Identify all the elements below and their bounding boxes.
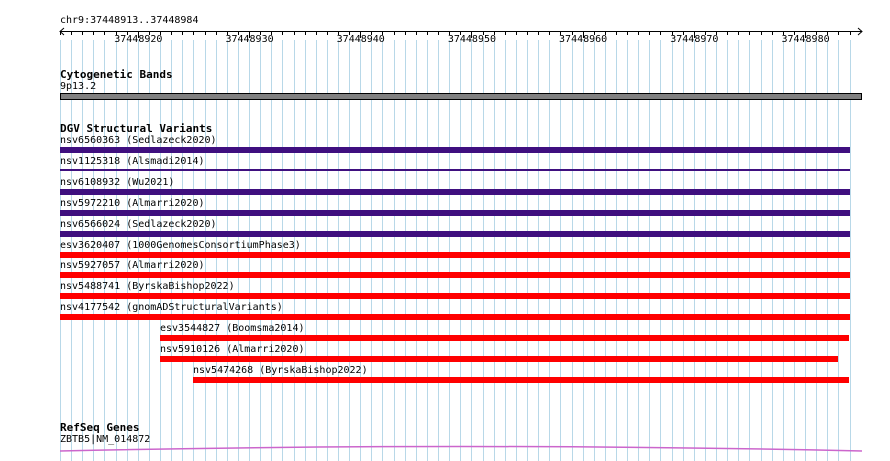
dgv-feature-bar[interactable]	[60, 252, 850, 258]
refseq-track-title[interactable]: RefSeq Genes	[60, 421, 140, 434]
dgv-feature-bar[interactable]	[160, 335, 849, 341]
locus-label: chr9:37448913..37448984	[60, 15, 199, 26]
ruler[interactable]	[0, 26, 890, 40]
cytoband-track-title[interactable]: Cytogenetic Bands	[60, 68, 173, 81]
dgv-feature-bar[interactable]	[60, 169, 850, 171]
dgv-feature-label[interactable]: nsv5910126 (Almarri2020)	[160, 344, 305, 355]
dgv-track-title[interactable]: DGV Structural Variants	[60, 122, 213, 135]
dgv-feature-bar[interactable]	[60, 293, 850, 299]
dgv-feature-label[interactable]: nsv5972210 (Almarri2020)	[60, 198, 205, 209]
dgv-feature-label[interactable]: nsv6108932 (Wu2021)	[60, 177, 175, 188]
ruler-tick-label: 37448940	[336, 34, 385, 45]
dgv-feature-bar[interactable]	[60, 210, 850, 216]
refseq-gene-label: ZBTB5|NM_014872	[60, 434, 151, 445]
cytoband-label: 9p13.2	[60, 81, 97, 92]
dgv-feature-bar[interactable]	[160, 356, 838, 362]
dgv-feature-label[interactable]: nsv5927057 (Almarri2020)	[60, 260, 205, 271]
dgv-feature-bar[interactable]	[60, 272, 850, 278]
ruler-tick-label: 37448920	[114, 34, 163, 45]
cytoband-bar[interactable]	[60, 93, 862, 100]
refseq-gene-segment	[59, 445, 863, 452]
dgv-feature-label[interactable]: nsv6560363 (Sedlazeck2020)	[60, 135, 217, 146]
dgv-feature-bar[interactable]	[60, 147, 850, 153]
dgv-feature-bar[interactable]	[193, 377, 849, 383]
dgv-feature-label[interactable]: nsv5474268 (ByrskaBishop2022)	[193, 365, 368, 376]
ruler-right-arrow	[857, 27, 863, 36]
dgv-feature-label[interactable]: nsv1125318 (Alsmadi2014)	[60, 156, 205, 167]
dgv-feature-bar[interactable]	[60, 189, 850, 195]
dgv-feature-label[interactable]: nsv4177542 (gnomADStructuralVariants)	[60, 302, 283, 313]
ruler-tick-label: 37448960	[559, 34, 608, 45]
ruler-tick-label: 37448970	[670, 34, 719, 45]
dgv-feature-label[interactable]: nsv5488741 (ByrskaBishop2022)	[60, 281, 235, 292]
dgv-feature-label[interactable]: nsv6566024 (Sedlazeck2020)	[60, 219, 217, 230]
dgv-feature-label[interactable]: esv3620407 (1000GenomesConsortiumPhase3)	[60, 240, 301, 251]
refseq-gene-line[interactable]	[0, 440, 890, 454]
dgv-feature-bar[interactable]	[60, 231, 850, 237]
dgv-feature-label[interactable]: esv3544827 (Boomsma2014)	[160, 323, 305, 334]
dgv-feature-bar[interactable]	[60, 314, 850, 320]
ruler-tick-label: 37448980	[781, 34, 830, 45]
ruler-tick-label: 37448930	[225, 34, 274, 45]
ruler-tick-label: 37448950	[447, 34, 497, 45]
